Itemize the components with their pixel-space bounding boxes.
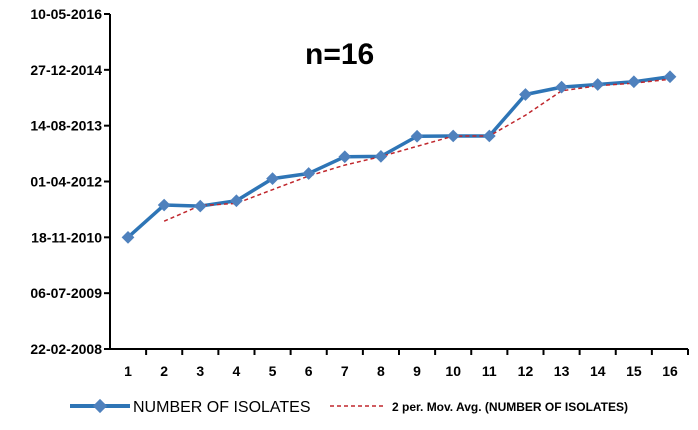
legend: NUMBER OF ISOLATES 2 per. Mov. Avg. (NUM…: [70, 398, 628, 416]
y-tick-label: 14-08-2013: [30, 118, 102, 134]
x-tick-label: 5: [269, 363, 277, 379]
legend-marker-isolates: [92, 398, 108, 414]
data-point: [230, 194, 243, 208]
x-tick-label: 9: [413, 363, 421, 379]
x-tick-label: 10: [445, 363, 461, 379]
x-tick-label: 4: [233, 363, 241, 379]
data-point: [157, 198, 171, 212]
data-point: [193, 199, 207, 213]
data-point: [627, 75, 641, 89]
x-tick-label: 3: [196, 363, 204, 379]
x-tick-label: 7: [341, 363, 349, 379]
y-tick-label: 06-07-2009: [30, 285, 102, 301]
data-point: [663, 70, 677, 84]
data-point: [446, 129, 460, 143]
x-tick-label: 2: [160, 363, 168, 379]
data-point: [591, 78, 605, 91]
x-tick-label: 14: [590, 363, 606, 379]
x-tick-label: 11: [482, 363, 497, 379]
legend-label-isolates: NUMBER OF ISOLATES: [133, 399, 311, 416]
y-tick-label: 22-02-2008: [30, 341, 102, 357]
data-point: [482, 129, 496, 143]
x-tick-label: 1: [124, 363, 132, 379]
data-point: [410, 129, 424, 143]
y-tick-label: 18-11-2010: [31, 229, 102, 245]
moving-average-line: [163, 78, 671, 222]
data-point: [338, 150, 352, 164]
data-point: [555, 80, 568, 94]
data-point: [121, 230, 135, 244]
data-point: [266, 172, 279, 185]
series-line-isolates: [126, 75, 671, 239]
x-tick-label: 13: [554, 363, 570, 379]
data-point: [374, 150, 388, 163]
x-tick-label: 15: [626, 363, 642, 379]
legend-label-moving-avg: 2 per. Mov. Avg. (NUMBER OF ISOLATES): [392, 400, 628, 414]
x-tick-label: 12: [518, 363, 534, 379]
data-point: [302, 167, 316, 180]
y-tick-label: 27-12-2014: [30, 62, 102, 78]
x-tick-label: 6: [305, 363, 313, 379]
x-tick-label: 16: [662, 363, 678, 379]
x-tick-label: 8: [377, 363, 385, 379]
y-tick-label: 01-04-2012: [30, 174, 102, 190]
y-tick-label: 10-05-2016: [30, 6, 102, 22]
annotation-n: n=16: [305, 38, 374, 71]
